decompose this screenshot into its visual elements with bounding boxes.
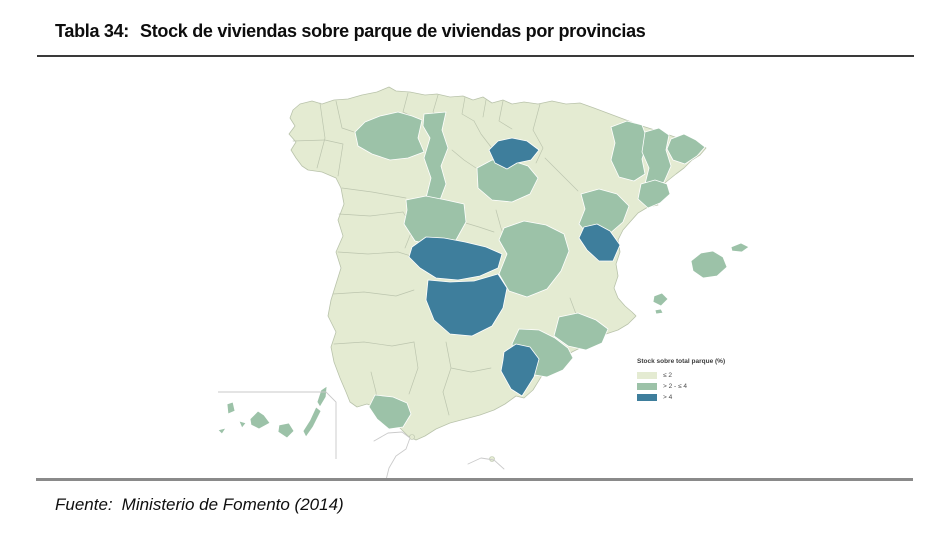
legend-item-high: > 4: [637, 394, 725, 401]
legend-label-low: ≤ 2: [663, 372, 672, 379]
island-el-hierro: [217, 427, 227, 435]
province-la-rioja: [488, 137, 540, 170]
provinces-high: [408, 137, 621, 397]
island-lanzarote: [316, 385, 328, 408]
province-tarragona: [637, 179, 671, 209]
island-fuerteventura: [302, 406, 322, 438]
province-leon: [354, 111, 425, 161]
source-text: Ministerio de Fomento (2014): [121, 495, 344, 514]
province-cuenca: [498, 220, 570, 298]
island-la-palma: [226, 401, 236, 415]
province-girona: [666, 133, 706, 165]
border-caceres-badajoz: [332, 289, 415, 297]
figure-title: Tabla 34: Stock de viviendas sobre parque…: [55, 21, 646, 42]
border-alava-burgos-rioja: [473, 120, 492, 148]
border-jaen-granada: [450, 367, 492, 373]
figure-title-label: Tabla 34:: [55, 21, 129, 41]
island-menorca: [730, 242, 750, 253]
source-label: Fuente:: [55, 495, 113, 514]
border-galicia-leon: [324, 139, 344, 177]
island-la-gomera: [238, 420, 247, 429]
border-burgos-south: [451, 149, 477, 169]
legend-item-mid: > 2 - ≤ 4: [637, 383, 725, 390]
legend-label-high: > 4: [663, 394, 673, 401]
island-ibiza: [652, 292, 669, 307]
island-gran-canaria: [277, 422, 295, 439]
island-formentera: [654, 308, 664, 315]
bottom-divider: [36, 478, 913, 481]
province-castellon: [578, 223, 621, 262]
border-gipuzkoa: [482, 99, 487, 118]
province-huesca: [610, 120, 649, 182]
africa-coastline-melilla: [467, 457, 505, 470]
province-ciudad-real: [425, 273, 508, 337]
legend-item-low: ≤ 2: [637, 372, 725, 379]
border-bizkaia-gipuzkoa: [461, 96, 475, 122]
map-legend: Stock sobre total parque (%) ≤ 2 > 2 - ≤…: [637, 358, 725, 405]
border-zamora-valladolid: [341, 187, 407, 199]
source-line: Fuente: Ministerio de Fomento (2014): [55, 495, 344, 515]
border-cordoba-sevilla: [408, 341, 419, 395]
island-tenerife: [249, 410, 271, 430]
province-alicante: [553, 312, 609, 351]
border-asturias-galicia: [335, 100, 355, 133]
border-zamora-salamanca: [338, 211, 404, 217]
legend-swatch-mid: [637, 383, 657, 390]
border-salamanca-caceres: [337, 251, 412, 257]
figure-title-text: Stock de viviendas sobre parque de vivie…: [140, 21, 646, 41]
border-basque-navarra: [498, 100, 513, 130]
border-galicia-1: [316, 102, 326, 169]
border-granada-malaga: [442, 391, 450, 416]
legend-label-mid: > 2 - ≤ 4: [663, 383, 687, 390]
legend-title: Stock sobre total parque (%): [637, 358, 726, 365]
border-galicia-2: [292, 139, 326, 142]
province-ceuta: [409, 434, 415, 440]
border-zaragoza-teruel: [544, 157, 579, 192]
province-toledo: [408, 236, 503, 281]
border-badajoz-cordoba: [333, 341, 415, 347]
legend-swatch-high: [637, 394, 657, 401]
province-almeria: [500, 343, 540, 397]
canary-inset-frame: [218, 391, 337, 459]
border-navarra-aragon: [532, 103, 544, 164]
island-mallorca: [690, 250, 728, 279]
legend-swatch-low: [637, 372, 657, 379]
top-divider: [37, 55, 914, 57]
province-cadiz: [368, 394, 412, 430]
africa-coastline: [373, 431, 411, 481]
province-lleida: [641, 127, 672, 191]
